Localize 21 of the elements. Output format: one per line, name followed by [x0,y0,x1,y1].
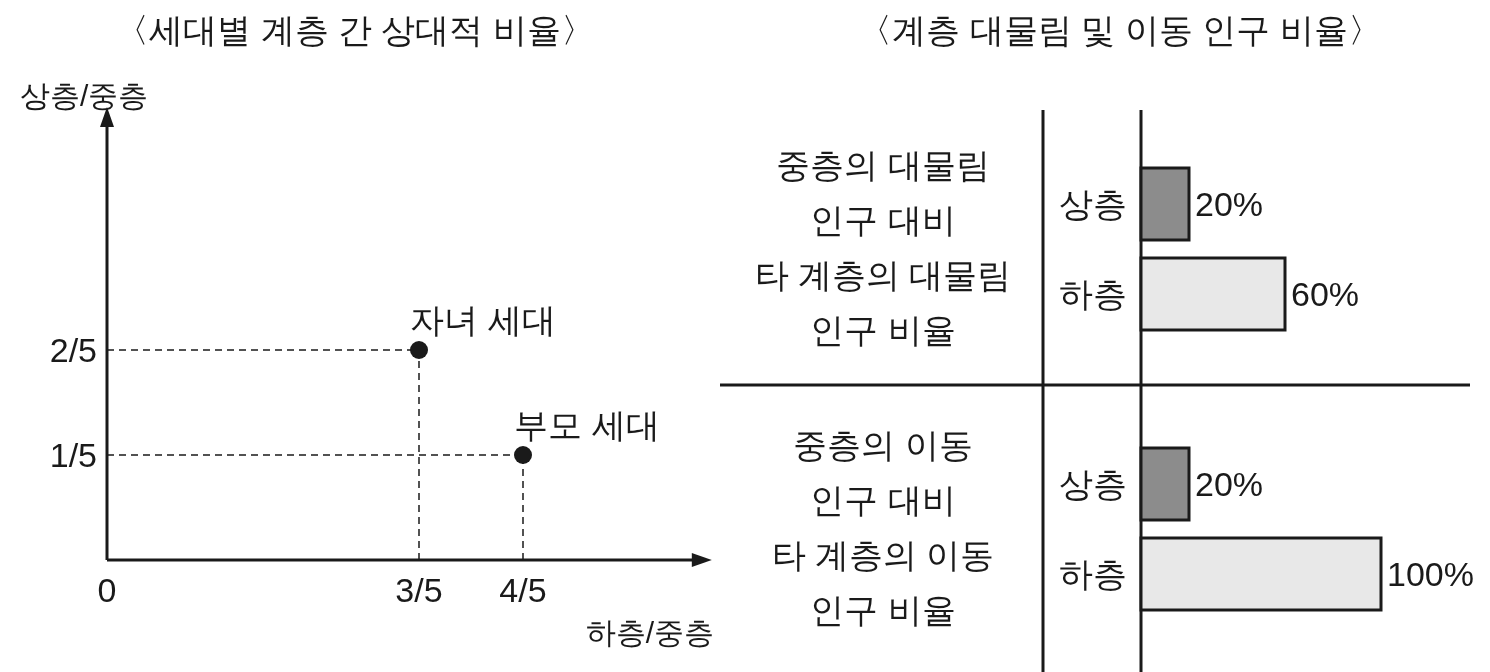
y-tick-label: 하층 [1059,275,1127,313]
data-label: 20% [1195,465,1264,503]
x-tick-label: 0 [97,571,117,609]
data-label: 100% [1387,555,1474,593]
annotation: 자녀 세대 [410,301,556,339]
y-tick-label: 하층 [1059,555,1127,593]
y-axis-title: 중층의 대물림 인구 대비 타 계층의 대물림 인구 비율 [754,146,1012,349]
x-axis-title: 하층/중층 [585,615,715,649]
annotation: 부모 세대 [514,406,660,444]
y-tick-label: 상층 [1059,185,1127,223]
y-axis-title: 상층/중층 [20,78,149,112]
y-tick-label: 상층 [1059,465,1127,503]
x-tick-label: 4/5 [499,571,547,609]
chart-title: 〈계층 대물림 및 이동 인구 비율〉 [858,11,1382,49]
chart-title: 〈세대별 계층 간 상대적 비율〉 [115,11,595,49]
y-tick-label: 2/5 [49,331,97,369]
y-axis-title: 중층의 이동 인구 대비 타 계층의 이동 인구 비율 [771,426,995,629]
x-tick-label: 3/5 [395,571,443,609]
y-tick-label: 1/5 [49,436,97,474]
data-label: 60% [1291,275,1360,313]
data-label: 20% [1195,185,1264,223]
